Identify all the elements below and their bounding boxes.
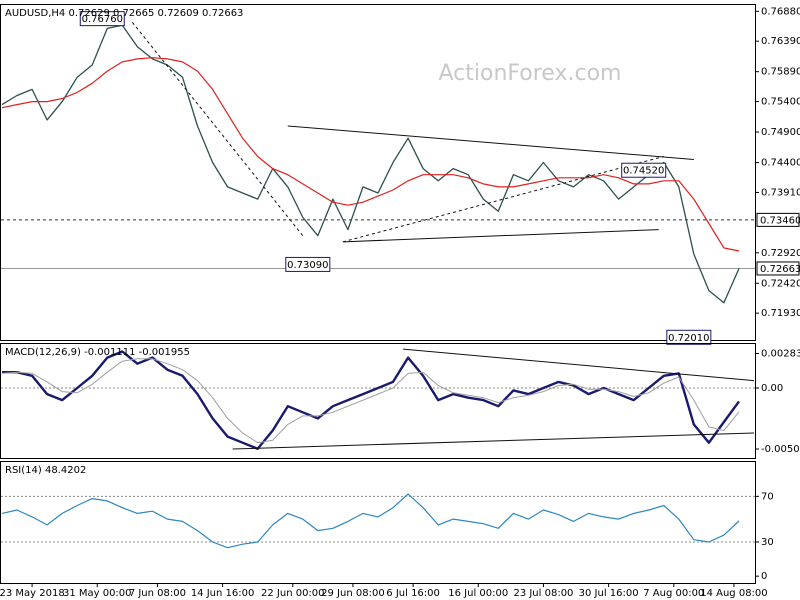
x-tick-label: 30 Jul 16:00 [579, 588, 639, 599]
panel-frame [0, 461, 756, 584]
panel-frame [0, 4, 756, 341]
y-tick-label: 0.00 [761, 383, 783, 394]
trendline [287, 125, 694, 160]
level-label-box [756, 261, 800, 276]
trendline [342, 229, 659, 243]
annotation-label: 0.72010 [668, 333, 709, 344]
x-tick-label: 6 Jul 16:00 [386, 588, 440, 599]
x-tick-label: 7 Aug 00:00 [643, 588, 704, 599]
x-tick-label: 14 Jun 16:00 [191, 588, 255, 599]
y-tick-label: -0.005021 [761, 444, 800, 455]
annotation-label: 0.76760 [82, 14, 123, 25]
trendline [342, 155, 664, 243]
y-tick-label: 30 [761, 537, 774, 548]
trendline [232, 432, 755, 450]
y-tick-label: 0.74400 [761, 158, 800, 169]
series-line [1, 57, 740, 252]
y-tick-label: 0.76390 [761, 36, 800, 47]
y-tick-label: 0.75400 [761, 97, 800, 108]
trendline [403, 348, 755, 382]
y-tick-label: 0.75890 [761, 67, 800, 78]
x-tick-label: 29 Jun 08:00 [321, 588, 385, 599]
x-tick-label: 16 Jul 00:00 [448, 588, 508, 599]
series-line [1, 358, 740, 444]
y-tick-label: 0.73910 [761, 187, 800, 198]
level-label: 0.73460 [760, 215, 800, 226]
y-tick-label: 70 [761, 491, 774, 502]
y-tick-label: 0.002839 [761, 348, 800, 359]
panel-title: RSI(14) 48.4202 [5, 465, 86, 476]
level-label: 0.72663 [760, 264, 800, 275]
series-line [1, 493, 740, 549]
series-line [1, 24, 740, 304]
x-tick-label: 22 Jun 00:00 [261, 588, 325, 599]
x-tick-label: 23 Jul 08:00 [513, 588, 573, 599]
x-tick-label: 7 Jun 08:00 [129, 588, 186, 599]
annotation-box [621, 162, 667, 178]
watermark: ActionForex.com [439, 61, 622, 86]
annotation-label: 0.73090 [287, 260, 328, 271]
panel-title: MACD(12,26,9) -0.001111 -0.001955 [5, 347, 190, 358]
panel-title: AUDUSD,H4 0.72629 0.72665 0.72609 0.7266… [5, 8, 243, 19]
level-label-box [756, 212, 800, 227]
annotation-box [285, 256, 331, 272]
series-line [2, 350, 740, 450]
annotation-box [666, 329, 712, 345]
annotation-label: 0.74520 [623, 166, 664, 177]
x-tick-label: 31 May 00:00 [63, 588, 132, 599]
y-tick-label: 0.71930 [761, 308, 800, 319]
y-tick-label: 0.76880 [761, 6, 800, 17]
x-tick-label: 23 May 2018 [0, 588, 65, 599]
y-tick-label: 0.74900 [761, 127, 800, 138]
y-tick-label: 0.72420 [761, 278, 800, 289]
panel-frame [0, 343, 756, 459]
y-tick-label: 0.72920 [761, 248, 800, 259]
x-tick-label: 14 Aug 08:00 [700, 588, 767, 599]
annotation-box [79, 11, 125, 27]
y-tick-label: 0 [761, 571, 767, 582]
